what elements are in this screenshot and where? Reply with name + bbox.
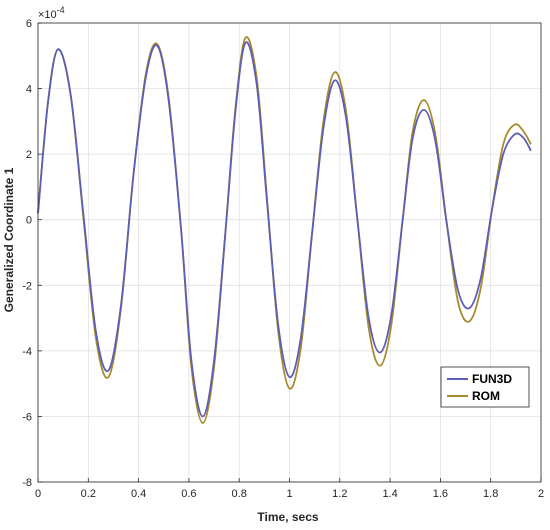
legend-box [440, 366, 530, 408]
x-tick-label: 1.6 [433, 488, 448, 500]
y-tick-label: -2 [22, 280, 32, 292]
y-tick-label: -8 [22, 477, 32, 489]
x-axis-ticks: 0 0.2 0.4 0.6 0.8 1 1.2 1.4 1.6 1.8 2 [35, 478, 544, 500]
x-tick-label: 0.8 [232, 488, 247, 500]
x-tick-label: 1.8 [483, 488, 498, 500]
y-axis-label: Generalized Coordinate 1 [2, 167, 16, 312]
legend: FUN3D ROM [440, 366, 530, 408]
y-tick-label: 0 [26, 215, 32, 227]
legend-label-rom: ROM [472, 389, 500, 403]
x-tick-label: 2 [538, 488, 544, 500]
legend-label-fun3d: FUN3D [472, 372, 512, 386]
y-tick-label: -4 [22, 346, 32, 358]
x-tick-label: 0 [35, 488, 41, 500]
y-axis-exponent-power: -4 [57, 5, 65, 15]
x-tick-label: 0.4 [131, 488, 146, 500]
y-tick-label: 4 [26, 84, 32, 96]
series-line-fun3d [37, 41, 532, 418]
x-tick-label: 0.2 [81, 488, 96, 500]
y-axis-ticks: -8 -6 -4 -2 0 2 4 6 [22, 18, 42, 489]
series-group [37, 36, 532, 424]
y-tick-label: 6 [26, 18, 32, 30]
x-tick-label: 0.6 [181, 488, 196, 500]
y-tick-label: -6 [22, 411, 32, 423]
y-axis-exponent: ×10-4 [38, 5, 65, 21]
x-tick-label: 1.2 [332, 488, 347, 500]
x-axis-label: Time, secs [257, 510, 318, 524]
x-tick-label: 1.4 [382, 488, 397, 500]
y-axis-exponent-base: ×10 [38, 9, 57, 21]
y-tick-label: 2 [26, 149, 32, 161]
x-tick-label: 1 [286, 488, 292, 500]
